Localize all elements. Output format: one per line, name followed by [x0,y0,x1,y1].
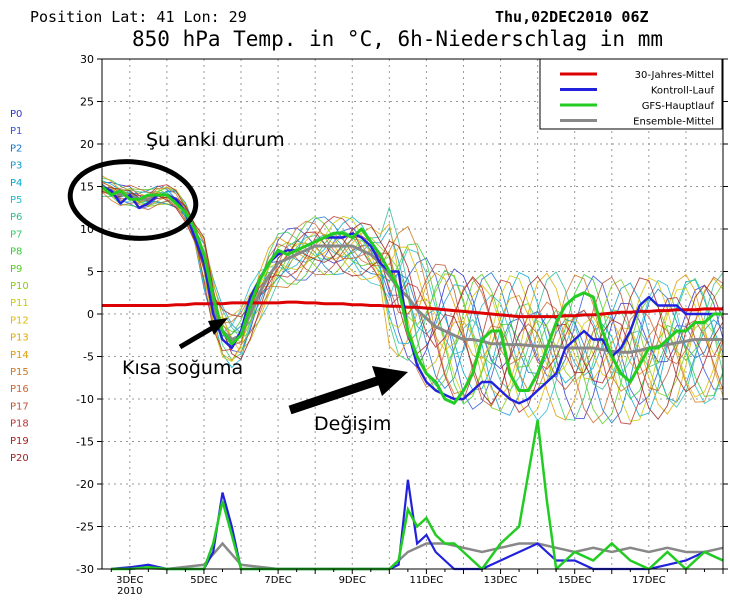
cold-arrow-head [208,318,228,335]
member-label-p12: P12 [10,315,29,326]
member-label-p14: P14 [10,350,29,361]
series-gfs-run [100,185,723,405]
member-series-p12 [101,188,724,419]
current-situation-circle [67,159,199,241]
annotations: Şu anki durum Kısa soğuma Değişim [67,129,408,435]
legend-label-1: Kontroll-Lauf [651,86,715,97]
member-label-p0: P0 [10,109,22,120]
y-tick-label: 30 [80,53,94,66]
member-label-p2: P2 [10,143,22,154]
y-tick-label: -25 [76,521,94,534]
member-label-p7: P7 [10,229,22,240]
member-label-p1: P1 [10,126,22,137]
position-label: Position Lat: 41 Lon: 29 [30,8,247,26]
precip-ensemble-mean [111,541,724,571]
member-label-p5: P5 [10,195,22,206]
legend-label-2: GFS-Hauptlauf [642,101,715,112]
member-label-p19: P19 [10,436,29,447]
member-label-p9: P9 [10,264,22,275]
member-label-p20: P20 [10,453,29,464]
member-label-p18: P18 [10,419,29,430]
y-tick-label: -20 [76,478,94,491]
x-tick-label: 3DEC [116,575,143,586]
x-tick-label: 7DEC [264,575,291,586]
change-label: Değişim [314,413,391,435]
y-tick-label: -30 [76,563,94,576]
y-tick-label: -5 [83,351,94,364]
cold-arrow-shaft [178,324,216,350]
precip-gfs-run [111,420,724,572]
member-label-p4: P4 [10,178,22,189]
y-tick-label: 5 [87,266,94,279]
member-label-p8: P8 [10,247,22,258]
y-tick-label: -15 [76,436,94,449]
x-tick-label: 5DEC [190,575,217,586]
member-series-p5 [101,184,724,422]
run-datetime: Thu,02DEC2010 06Z [495,8,649,26]
member-label-p15: P15 [10,367,29,378]
x-tick-label: 17DEC [632,575,666,586]
y-tick-label: 0 [87,308,94,321]
legend-box [539,58,723,130]
current-situation-label: Şu anki durum [146,129,285,151]
member-label-p10: P10 [10,281,29,292]
change-arrow-shaft [288,375,382,415]
x-tick-sublabel: 2010 [117,586,142,597]
member-label-p16: P16 [10,384,29,395]
precipitation-lines [111,420,724,572]
y-tick-label: 25 [80,96,94,109]
member-labels: P0 P1 P2 P3 P4 P5 P6 P7 P8 P9 P10 P11 P12 P13 P14 P15 P1… [10,109,29,464]
legend-label-0: 30-Jahres-Mittel [635,70,714,81]
x-tick-label: 9DEC [339,575,366,586]
x-tick-label: 11DEC [410,575,444,586]
member-series-p2 [101,185,724,424]
y-tick-label: 15 [80,181,94,194]
member-label-p17: P17 [10,401,29,412]
axes: 302520151050-5-10-15-20-25-303DEC20105DE… [76,53,728,597]
y-tick-label: 20 [80,138,94,151]
legend: 30-Jahres-Mittel Kontroll-Lauf GFS-Hauptla… [539,58,723,130]
member-label-p3: P3 [10,161,22,172]
main-series [100,185,723,405]
member-label-p11: P11 [10,298,29,309]
chart-title: 850 hPa Temp. in °C, 6h-Niederschlag in … [132,27,663,51]
series-climate-mean [102,300,723,319]
y-tick-label: -10 [76,393,94,406]
cold-label: Kısa soğuma [122,357,243,379]
change-arrow-head [372,366,408,396]
legend-label-3: Ensemble-Mittel [633,117,714,128]
member-label-p13: P13 [10,333,29,344]
x-tick-label: 13DEC [484,575,518,586]
member-label-p6: P6 [10,212,22,223]
x-tick-label: 15DEC [558,575,592,586]
